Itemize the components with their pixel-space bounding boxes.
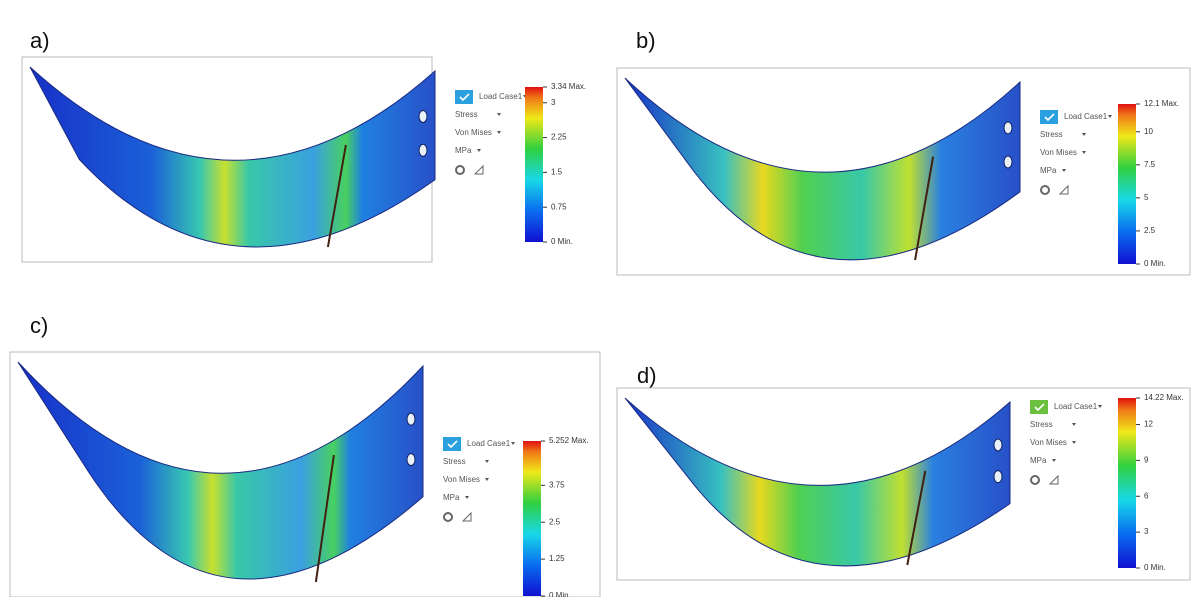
panel-label: d) [637,363,657,388]
scale-label: 2.5 [549,517,561,526]
criterion: Von Mises [1040,148,1077,157]
scale-label: 3 [551,98,556,107]
scale-label: 5 [1144,193,1149,202]
scale-label: 3.75 [549,480,565,489]
scale-label: 0 Min. [549,591,571,597]
bolt-hole [407,413,415,425]
result-type: Stress [1030,420,1053,429]
unit: MPa [455,146,472,155]
panel-label: b) [636,28,656,53]
dropdown-arrow [497,113,501,116]
scale-label: 5.252 Max. [549,436,589,445]
scale-label: 3.34 Max. [551,82,586,91]
bolt-hole [1004,122,1012,134]
dropdown-arrow [497,131,501,134]
check-button [455,90,473,104]
color-scale [523,441,541,596]
scale-label: 1.5 [551,167,563,176]
scale-label: 12.1 Max. [1144,99,1179,108]
color-scale [1118,398,1136,568]
bolt-hole [1004,156,1012,168]
scale-label: 7.5 [1144,160,1156,169]
bolt-hole [994,471,1002,483]
scale-label: 6 [1144,491,1149,500]
unit: MPa [1040,166,1057,175]
bolt-hole [419,144,427,156]
scale-label: 10 [1144,127,1153,136]
result-type: Stress [1040,130,1063,139]
scale-label: 1.25 [549,554,565,563]
scale-label: 2.5 [1144,226,1156,235]
bolt-hole [419,110,427,122]
load-case: Load Case1 [479,92,523,101]
scale-label: 9 [1144,456,1149,465]
load-case: Load Case1 [467,439,511,448]
check-button [1040,110,1058,124]
check-button [443,437,461,451]
criterion: Von Mises [1030,438,1067,447]
color-scale [525,87,543,242]
dropdown-arrow [477,149,481,152]
scale-label: 14.22 Max. [1144,393,1184,402]
scale-label: 2.25 [551,133,567,142]
figure: a)Load Case1StressVon MisesMPa3.34 Max.3… [0,0,1192,597]
panel-label: c) [30,313,48,338]
color-scale [1118,104,1136,264]
scale-label: 0 Min. [551,237,573,246]
settings-icon [456,166,464,174]
panel-label: a) [30,28,50,53]
check-button [1030,400,1048,414]
scale-label: 0.75 [551,202,567,211]
bolt-hole [407,454,415,466]
scale-label: 0 Min. [1144,563,1166,572]
result-type: Stress [443,457,466,466]
bolt-hole [994,439,1002,451]
scale-label: 0 Min. [1144,259,1166,268]
probe-icon [475,166,483,174]
criterion: Von Mises [443,475,480,484]
unit: MPa [443,493,460,502]
load-case: Load Case1 [1054,402,1098,411]
unit: MPa [1030,456,1047,465]
load-case: Load Case1 [1064,112,1108,121]
result-type: Stress [455,110,478,119]
scale-label: 12 [1144,420,1153,429]
criterion: Von Mises [455,128,492,137]
scale-label: 3 [1144,527,1149,536]
